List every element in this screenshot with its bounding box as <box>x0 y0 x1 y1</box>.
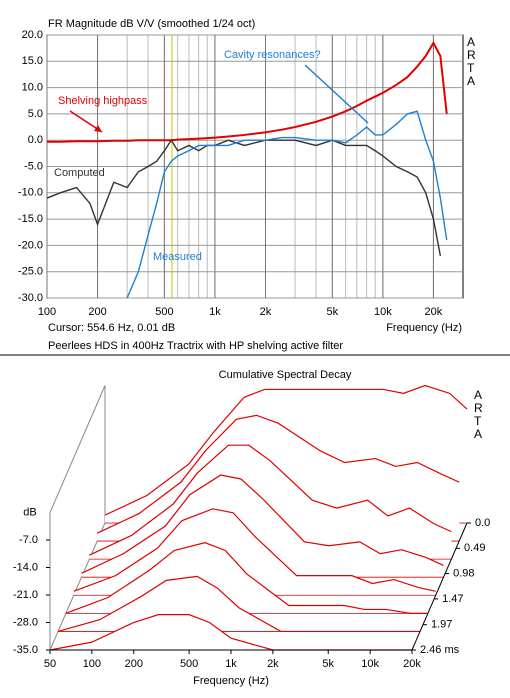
caption: Peerlees HDS in 400Hz Tractrix with HP s… <box>48 340 343 352</box>
decay-slice <box>73 508 436 592</box>
y-tick-label: -20.0 <box>18 239 43 251</box>
cursor-readout: Cursor: 554.6 Hz, 0.01 dB <box>48 322 175 334</box>
y-tick-label: -7.0 <box>19 534 38 546</box>
y-axis-label: dB <box>23 506 36 518</box>
x-tick-label: 200 <box>88 306 106 318</box>
annotation: Cavity resonances? <box>224 49 321 61</box>
series-line <box>46 138 442 257</box>
x-tick-label: 5k <box>322 658 334 670</box>
y-tick-label: -5.0 <box>24 160 43 172</box>
x-tick-label: 2k <box>260 306 272 318</box>
x-tick-label: 2k <box>267 658 279 670</box>
side-label: ARTA <box>474 388 483 441</box>
series-label: Computed <box>54 167 105 179</box>
z-tick-label: 0.98 <box>453 567 474 579</box>
y-tick-label: -10.0 <box>18 187 43 199</box>
x-tick-label: 5k <box>327 306 339 318</box>
wall <box>49 522 106 651</box>
z-tick-label: 1.97 <box>431 619 452 631</box>
chart-title: Cumulative Spectral Decay <box>219 369 352 381</box>
y-tick-label: -15.0 <box>18 213 43 225</box>
y-tick-label: -14.0 <box>13 561 38 573</box>
decay-slice <box>65 542 428 614</box>
chart-title: FR Magnitude dB V/V (smoothed 1/24 oct) <box>48 18 255 30</box>
x-tick-label: 10k <box>374 306 392 318</box>
x-tick-label: 10k <box>361 658 379 670</box>
x-tick-label: 20k <box>403 658 421 670</box>
x-axis-label: Frequency (Hz) <box>386 322 462 334</box>
x-tick-label: 100 <box>83 658 101 670</box>
z-tick-label: 1.47 <box>442 593 463 605</box>
arrow <box>304 64 369 124</box>
side-label: ARTA <box>467 35 476 88</box>
decay-slice <box>89 444 452 556</box>
decay-slice <box>104 384 468 516</box>
x-tick-label: 500 <box>155 306 173 318</box>
y-tick-label: -35.0 <box>13 644 38 656</box>
y-tick-label: 15.0 <box>22 55 43 67</box>
wall <box>49 385 106 513</box>
y-tick-label: 10.0 <box>22 82 43 94</box>
y-tick-label: 5.0 <box>28 108 43 120</box>
x-tick-label: 200 <box>125 658 143 670</box>
z-tick-label: 2.46 ms <box>420 644 460 656</box>
x-tick-label: 20k <box>425 306 443 318</box>
x-tick-label: 1k <box>209 306 221 318</box>
x-tick-label: 500 <box>180 658 198 670</box>
decay-slice <box>81 474 444 574</box>
y-tick-label: -21.0 <box>13 589 38 601</box>
x-tick-label: 50 <box>44 658 56 670</box>
slice-fill <box>50 614 412 650</box>
y-tick-label: -28.0 <box>13 616 38 628</box>
series-line <box>126 110 448 299</box>
x-tick-label: 1k <box>225 658 237 670</box>
z-tick-label: 0.49 <box>464 542 485 554</box>
arrow-head <box>94 125 102 132</box>
y-tick-label: -25.0 <box>18 266 43 278</box>
y-tick-label: 20.0 <box>22 29 43 41</box>
series-line <box>47 40 448 143</box>
axis <box>411 522 468 651</box>
x-axis-label: Frequency (Hz) <box>193 675 269 687</box>
series-label: Measured <box>153 251 202 263</box>
z-tick-label: 0.0 <box>475 517 490 529</box>
decay-slice <box>96 414 460 534</box>
x-tick-label: 100 <box>38 306 56 318</box>
y-tick-label: 0.0 <box>28 134 43 146</box>
y-tick-label: -30.0 <box>18 292 43 304</box>
series-label: Shelving highpass <box>58 95 148 107</box>
